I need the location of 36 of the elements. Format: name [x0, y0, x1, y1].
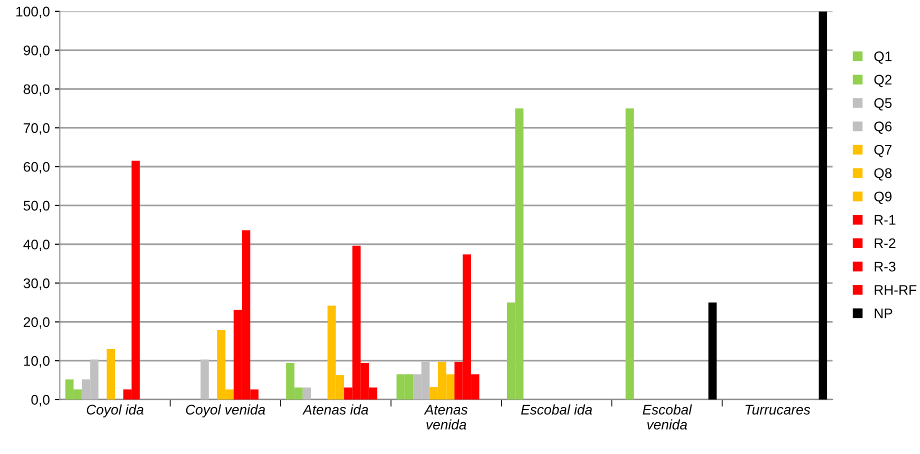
x-tick-label: Coyol ida	[86, 404, 144, 418]
x-tick-label: Escobal ida	[521, 404, 592, 415]
x-tick-label: Escobal venida	[642, 404, 692, 430]
y-tick-label: 20,0	[24, 317, 50, 329]
y-tick-label: 30,0	[24, 278, 50, 290]
y-tick-label: 90,0	[24, 46, 50, 57]
legend-label: Q7	[874, 144, 892, 158]
y-tick-label: 40,0	[23, 240, 50, 252]
legend-label: Q2	[874, 74, 892, 88]
x-tick-label: Turrucares	[746, 404, 810, 415]
y-tick-label: 0,0	[31, 394, 50, 406]
y-tick-label: 60,0	[24, 162, 50, 174]
x-tick-label: Coyol venida	[186, 404, 266, 418]
legend-label: Q1	[874, 51, 892, 64]
legend-label: R-1	[874, 215, 896, 225]
bar	[200, 360, 209, 400]
legend-label: Q5	[874, 98, 892, 110]
y-tick-label: 10,0	[24, 356, 50, 368]
x-tick-label: Atenas venida	[424, 404, 468, 430]
bar	[302, 387, 311, 400]
legend-label: Q9	[874, 192, 892, 204]
y-tick-label: 80,0	[24, 84, 50, 96]
x-tick-label: Atenas ida	[302, 404, 368, 415]
bar	[708, 302, 717, 400]
legend-label: R-3	[874, 262, 896, 272]
bar	[106, 349, 115, 400]
bar	[818, 11, 828, 400]
legend-label: Q8	[874, 168, 892, 181]
legend-label: R-2	[874, 238, 896, 248]
legend-label: Q6	[874, 122, 892, 134]
y-tick-label: 70,0	[24, 123, 50, 135]
legend-label: NP	[874, 308, 892, 318]
y-tick-label: 100,0	[16, 6, 50, 18]
y-tick-label: 50,0	[24, 200, 50, 212]
bar	[626, 108, 634, 400]
legend-label: RH-RF	[874, 285, 916, 295]
